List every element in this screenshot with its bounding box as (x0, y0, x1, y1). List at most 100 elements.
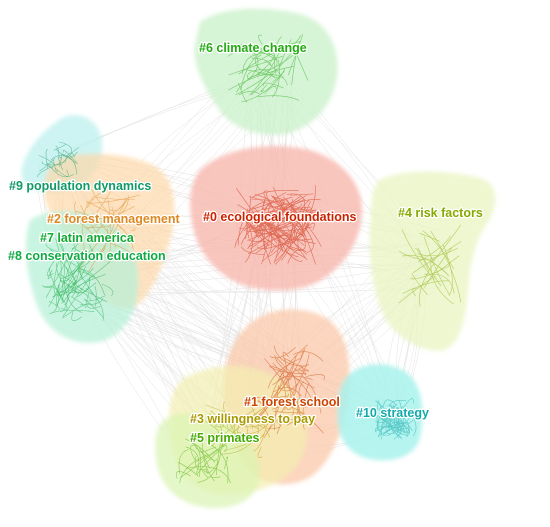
cluster-edge (265, 212, 299, 219)
cluster-label-0[interactable]: #0 ecological foundations (202, 209, 358, 226)
cluster-edge (53, 238, 62, 298)
cluster-edge (247, 196, 293, 211)
cluster-edge (223, 443, 247, 452)
cluster-label-2[interactable]: #2 forest management (46, 211, 182, 228)
cluster-edge (251, 198, 317, 217)
cluster-edge (289, 213, 305, 238)
cluster-edge (379, 405, 389, 416)
cluster-edge (46, 261, 55, 277)
cluster-label-9[interactable]: #9 population dynamics (8, 178, 153, 195)
cluster-label-10[interactable]: #10 strategy (355, 405, 431, 422)
cluster-edge (49, 266, 64, 303)
cluster-edge (210, 410, 223, 447)
cluster-edge (286, 193, 306, 213)
cluster-edge (396, 420, 403, 425)
cluster-edge (82, 248, 93, 256)
cluster-hulls (21, 8, 496, 508)
cluster-edge (246, 208, 250, 239)
cluster-label-4[interactable]: #4 risk factors (397, 205, 484, 222)
cluster-edge (45, 149, 48, 169)
cluster-edge (95, 218, 116, 224)
cluster-edge (263, 51, 278, 67)
cluster-edge (118, 216, 130, 225)
cluster-edge (287, 249, 307, 264)
cluster-hull-0 (190, 146, 363, 291)
cluster-edge (240, 203, 284, 245)
cluster-label-8[interactable]: #8 conservation education (7, 248, 167, 265)
cluster-edge (257, 447, 263, 459)
cluster-edge (376, 403, 381, 433)
cluster-edges-8 (48, 260, 114, 322)
cluster-edge (233, 422, 247, 443)
cluster-edge (205, 404, 259, 430)
cluster-edge (55, 168, 69, 177)
cluster-edge (286, 235, 308, 261)
cluster-edges-10 (375, 398, 417, 440)
cluster-edge (61, 254, 88, 301)
cluster-hull-10 (337, 364, 423, 461)
cluster-edge (418, 235, 451, 262)
cluster-edge (261, 197, 271, 265)
cluster-edge (205, 460, 220, 473)
cluster-edge (80, 205, 104, 242)
cluster-edge (255, 422, 265, 428)
cluster-label-6[interactable]: #6 climate change (198, 40, 308, 57)
cluster-edge (58, 293, 68, 310)
cluster-edge (290, 193, 314, 196)
cluster-edge (238, 43, 277, 61)
cluster-label-7[interactable]: #7 latin america (39, 230, 136, 247)
cluster-edge (255, 55, 262, 71)
cluster-edge (178, 449, 189, 475)
cluster-edge (286, 209, 317, 238)
cluster-edge (80, 268, 105, 296)
cluster-edge (277, 375, 313, 383)
cluster-edge (263, 59, 288, 86)
cluster-label-3[interactable]: #3 willingness to pay (189, 411, 317, 428)
cluster-edges-2 (74, 188, 141, 272)
cluster-edge (215, 442, 221, 476)
cluster-edge (243, 198, 266, 232)
cluster-label-5[interactable]: #5 primates (189, 430, 261, 447)
cluster-edge (410, 265, 450, 280)
cluster-edge (45, 243, 71, 256)
cluster-edge (245, 196, 251, 240)
cluster-edge (71, 312, 82, 322)
cluster-edge (210, 444, 229, 484)
cluster-edge (202, 470, 209, 478)
cluster-edge (375, 400, 392, 419)
cluster-edge (228, 55, 283, 76)
cluster-edge (279, 39, 292, 68)
cluster-edge (285, 198, 293, 208)
cluster-edge (92, 196, 136, 200)
cluster-edge (196, 447, 224, 475)
cluster-edge (258, 399, 269, 418)
cluster-edge (62, 149, 78, 165)
cluster-edge (401, 229, 435, 280)
cluster-edge (202, 442, 215, 482)
cluster-edge (400, 406, 408, 414)
cluster-edge (412, 241, 462, 273)
cluster-edge (417, 247, 442, 287)
cluster-edge (273, 186, 304, 234)
cluster-edge (238, 82, 248, 103)
cluster-edge (49, 309, 95, 315)
cluster-edge (380, 416, 391, 427)
cluster-edge (281, 230, 295, 261)
cluster-edge (277, 353, 310, 419)
cluster-edge (210, 475, 221, 478)
cluster-edge (255, 395, 288, 399)
cluster-edge (79, 287, 108, 302)
cluster-edge (59, 141, 73, 154)
cluster-edge (284, 359, 296, 424)
cluster-edge (431, 224, 461, 264)
cluster-edge (393, 412, 411, 432)
cluster-edge (242, 53, 272, 75)
cluster-edge (86, 194, 141, 204)
cluster-edge (290, 207, 307, 247)
cluster-edge (260, 84, 268, 93)
cluster-label-1[interactable]: #1 forest school (243, 394, 341, 411)
cluster-edge (282, 372, 294, 381)
cluster-edge (179, 444, 225, 479)
cluster-edge (251, 216, 305, 246)
cluster-edge (291, 45, 299, 86)
